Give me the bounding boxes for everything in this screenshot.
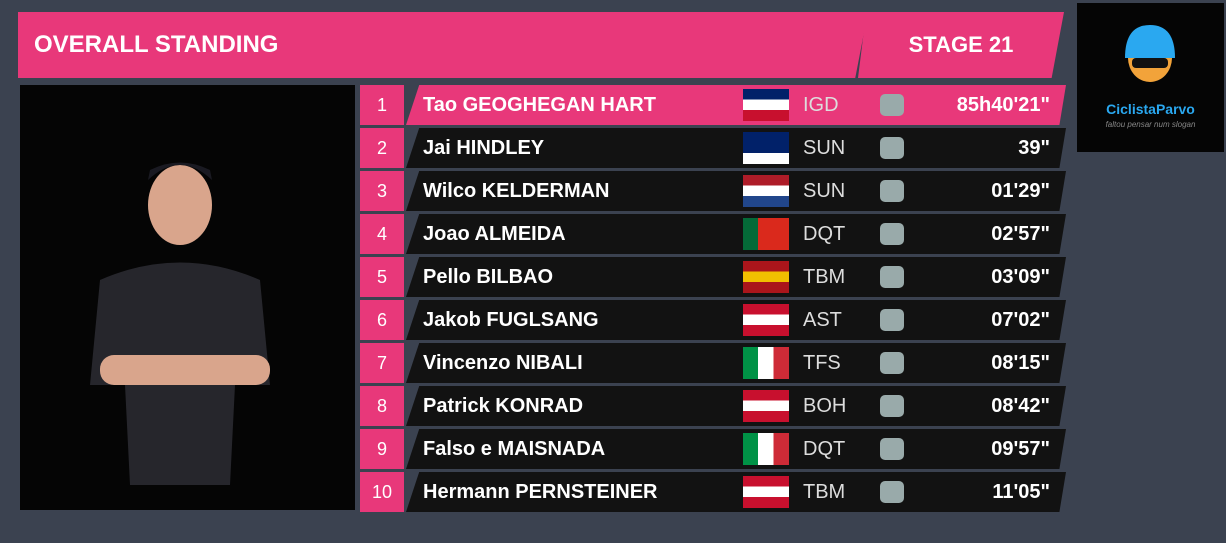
logo-icon [1125, 25, 1175, 82]
jersey [880, 266, 904, 288]
jersey [880, 223, 904, 245]
flag [743, 132, 789, 164]
title: OVERALL STANDING [18, 12, 868, 78]
rank: 8 [360, 386, 404, 426]
gap-time: 08'42" [991, 395, 1050, 417]
jersey [880, 395, 904, 417]
row-background [406, 429, 1066, 469]
rider-photo [20, 85, 355, 510]
rider-name: Hermann PERNSTEINER [423, 481, 658, 503]
team-code: SUN [803, 180, 846, 202]
team-code: TFS [803, 352, 841, 374]
rider-name: Wilco KELDERMAN [423, 180, 610, 202]
logo-name: CiclistaParvo [1106, 101, 1195, 117]
rank: 1 [360, 85, 404, 125]
jersey [880, 94, 904, 116]
jersey [880, 309, 904, 331]
logo-tagline: faltou pensar num slogan [1105, 120, 1196, 129]
standing-row: 6 Jakob FUGLSANG AST 07'02" [360, 300, 1066, 340]
row-background [406, 257, 1066, 297]
rank: 10 [360, 472, 404, 512]
standing-row: 10 Hermann PERNSTEINER TBM 11'05" [360, 472, 1066, 512]
gap-time: 07'02" [991, 309, 1050, 331]
standing-row: 1 Tao GEOGHEGAN HART IGD 85h40'21" [360, 85, 1066, 125]
rider-name: Jakob FUGLSANG [423, 309, 599, 331]
rider-name: Patrick KONRAD [423, 395, 584, 417]
gap-time: 11'05" [992, 481, 1050, 503]
team-code: BOH [803, 395, 847, 417]
standing-row: 8 Patrick KONRAD BOH 08'42" [360, 386, 1066, 426]
gap-time: 01'29" [991, 180, 1050, 202]
team-code: TBM [803, 481, 846, 503]
row-background [406, 472, 1066, 512]
jersey [880, 352, 904, 374]
flag [743, 89, 789, 121]
gap-time: 02'57" [991, 223, 1050, 245]
gap-time: 09'57" [991, 438, 1050, 460]
team-code: IGD [803, 94, 839, 116]
jersey [880, 438, 904, 460]
standing-row: 7 Vincenzo NIBALI TFS 08'15" [360, 343, 1066, 383]
rider-name: Tao GEOGHEGAN HART [423, 94, 656, 116]
team-code: AST [803, 309, 842, 331]
row-background [406, 128, 1066, 168]
standing-row: 2 Jai HINDLEY SUN 39" [360, 128, 1066, 168]
standing-row: 5 Pello BILBAO TBM 03'09" [360, 257, 1066, 297]
rider-name: Falso e MAISNADA [423, 438, 606, 460]
row-background [406, 171, 1066, 211]
rider-name: Pello BILBAO [423, 266, 554, 288]
flag [743, 218, 789, 250]
rider-name: Vincenzo NIBALI [423, 352, 583, 374]
flag [743, 175, 789, 207]
rider-name: Jai HINDLEY [423, 137, 545, 159]
flag [743, 347, 789, 379]
gap-time: 39" [1018, 137, 1050, 159]
gap-time: 85h40'21" [956, 94, 1050, 116]
rank: 7 [360, 343, 404, 383]
standing-row: 9 Falso e MAISNADA DQT 09'57" [360, 429, 1066, 469]
rank: 6 [360, 300, 404, 340]
flag [743, 261, 789, 293]
rider-silhouette [90, 162, 270, 485]
standing-row: 3 Wilco KELDERMAN SUN 01'29" [360, 171, 1066, 211]
rank: 2 [360, 128, 404, 168]
rider-name: Joao ALMEIDA [423, 223, 566, 245]
team-code: SUN [803, 137, 846, 159]
rank: 3 [360, 171, 404, 211]
rank: 5 [360, 257, 404, 297]
flag [743, 390, 789, 422]
stage: STAGE 21 [858, 12, 1064, 78]
flag [743, 476, 789, 508]
rank: 9 [360, 429, 404, 469]
jersey [880, 137, 904, 159]
rank: 4 [360, 214, 404, 254]
jersey [880, 180, 904, 202]
row-background [406, 214, 1066, 254]
flag [743, 433, 789, 465]
flag [743, 304, 789, 336]
gap-time: 08'15" [991, 352, 1050, 374]
logo: CiclistaParvo faltou pensar num slogan [1077, 3, 1224, 152]
team-code: DQT [803, 223, 846, 245]
team-code: DQT [803, 438, 846, 460]
row-background [406, 343, 1066, 383]
row-background [406, 386, 1066, 426]
row-background [406, 300, 1066, 340]
team-code: TBM [803, 266, 846, 288]
standing-row: 4 Joao ALMEIDA DQT 02'57" [360, 214, 1066, 254]
row-background [406, 85, 1066, 125]
jersey [880, 481, 904, 503]
gap-time: 03'09" [991, 266, 1050, 288]
